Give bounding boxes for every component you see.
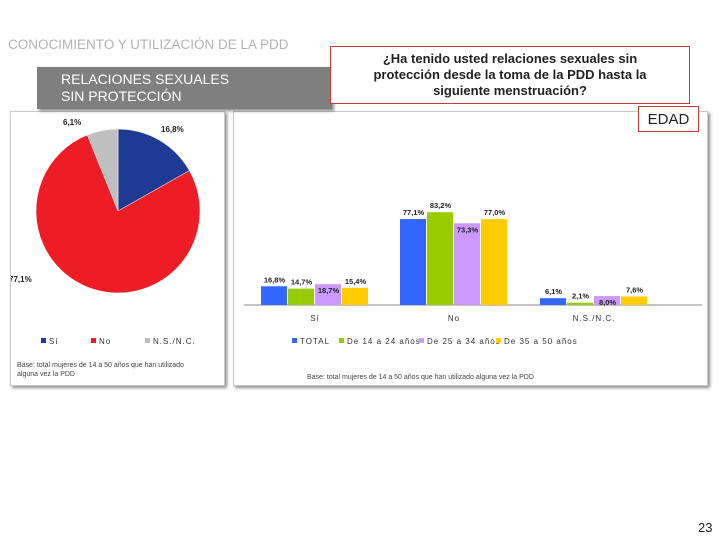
pie-legend-label-n-s-n-c: N.S./N.C.: [153, 337, 196, 346]
subtitle-box: RELACIONES SEXUALES SIN PROTECCIÓN: [37, 67, 332, 109]
question-line-1: ¿Ha tenido usted relaciones sexuales sin: [382, 51, 638, 66]
section-title: CONOCIMIENTO Y UTILIZACIÓN DE LA PDD: [8, 37, 289, 52]
bar-si-de-35-a-50-anos: [342, 287, 368, 305]
pie-base-note-line2: alguna vez la PDD: [17, 371, 75, 378]
bar-n-s-n-c-de-14-a-24-anos: [567, 302, 593, 305]
bar-si-de-14-a-24-anos: [288, 288, 314, 305]
bar-label-n-s-n-c-de-25-a-34-anos: 8,0%: [599, 298, 616, 307]
bar-no-total: [400, 219, 426, 305]
bar-chart-panel: 16,8% 14,7% 18,7% 15,4% 77,1% 83,2% 73,3% 77,0%…: [233, 111, 708, 386]
pie-legend-swatch-no: [91, 338, 96, 343]
edad-label: EDAD: [638, 106, 699, 132]
pie-legend-label-si: Sí: [49, 337, 59, 346]
bar-base-note: Base: total mujeres de 14 a 50 años que …: [307, 374, 534, 381]
bar-legend-label-de-14-a-24-anos: De 14 a 24 años: [347, 337, 421, 346]
pie-slice-no: [35, 134, 201, 294]
question-line-2: protección desde la toma de la PDD hasta…: [373, 67, 647, 82]
category-label-si: Sí: [310, 314, 320, 323]
bar-label-si-de-35-a-50-anos: 15,4%: [345, 277, 367, 286]
bar-legend-label-de-35-a-50-anos: De 35 a 50 años: [504, 337, 578, 346]
bar-label-si-de-14-a-24-anos: 14,7%: [291, 278, 313, 287]
bar-legend-label-de-25-a-34-anos: De 25 a 34 años: [427, 337, 501, 346]
bar-no-de-25-a-34-anos: [454, 223, 480, 305]
bar-legend-swatch-de-35-a-50-anos: [496, 338, 501, 343]
bar-chart: 16,8% 14,7% 18,7% 15,4% 77,1% 83,2% 73,3% 77,0%…: [244, 201, 702, 381]
bar-n-s-n-c-de-25-a-34-anos: [594, 296, 620, 305]
pie-slice-si: [117, 128, 190, 212]
pie-label-n-s-n-c: 6,1%: [63, 118, 81, 127]
bar-no-de-14-a-24-anos: [427, 212, 453, 305]
bar-n-s-n-c-de-35-a-50-anos: [621, 296, 647, 305]
pie-chart-panel: 16,8% 77,1% 6,1% Sí No N.S./N.C. Base: total…: [9, 111, 225, 386]
bar-n-s-n-c-total: [540, 298, 566, 305]
pie-label-si: 16,8%: [161, 125, 184, 134]
bar-label-no-de-14-a-24-anos: 83,2%: [430, 201, 452, 210]
bar-label-no-de-35-a-50-anos: 77,0%: [484, 208, 506, 217]
category-label-n-s-n-c: N.S./N.C.: [573, 314, 616, 323]
page-number: 23: [698, 520, 713, 535]
pie-base-note-line1: Base: total mujeres de 14 a 50 años que …: [17, 362, 184, 369]
pie-chart: 16,8% 77,1% 6,1% Sí No N.S./N.C. Base: total…: [9, 118, 201, 378]
bar-legend-swatch-de-14-a-24-anos: [339, 338, 344, 343]
bar-no-de-35-a-50-anos: [481, 219, 507, 305]
bar-legend-swatch-total: [292, 338, 297, 343]
pie-legend-label-no: No: [99, 337, 111, 346]
category-label-no: No: [448, 314, 460, 323]
bar-si-total: [261, 286, 287, 305]
subtitle-line-2: SIN PROTECCIÓN: [61, 88, 182, 104]
question-line-3: siguiente menstruación?: [433, 83, 587, 98]
bar-legend-swatch-de-25-a-34-anos: [419, 338, 424, 343]
pie-legend-swatch-n-s-n-c: [145, 338, 150, 343]
pie-label-no: 77,1%: [11, 275, 32, 284]
bar-label-n-s-n-c-de-35-a-50-anos: 7,6%: [626, 286, 643, 295]
bar-label-si-de-25-a-34-anos: 18,7%: [318, 286, 340, 295]
question-box: ¿Ha tenido usted relaciones sexuales sin…: [330, 46, 690, 104]
bar-si-de-25-a-34-anos: [315, 284, 341, 305]
bar-legend-label-total: TOTAL: [300, 337, 330, 346]
bar-label-no-de-25-a-34-anos: 73,3%: [457, 225, 479, 234]
bar-label-n-s-n-c-de-14-a-24-anos: 2,1%: [572, 292, 589, 301]
subtitle-line-1: RELACIONES SEXUALES: [61, 71, 230, 87]
bar-label-si-total: 16,8%: [264, 275, 286, 284]
pie-slice-n-s-n-c: [87, 128, 119, 212]
pie-legend-swatch-si: [41, 338, 46, 343]
bar-label-n-s-n-c-total: 6,1%: [545, 287, 562, 296]
bar-label-no-total: 77,1%: [403, 208, 425, 217]
